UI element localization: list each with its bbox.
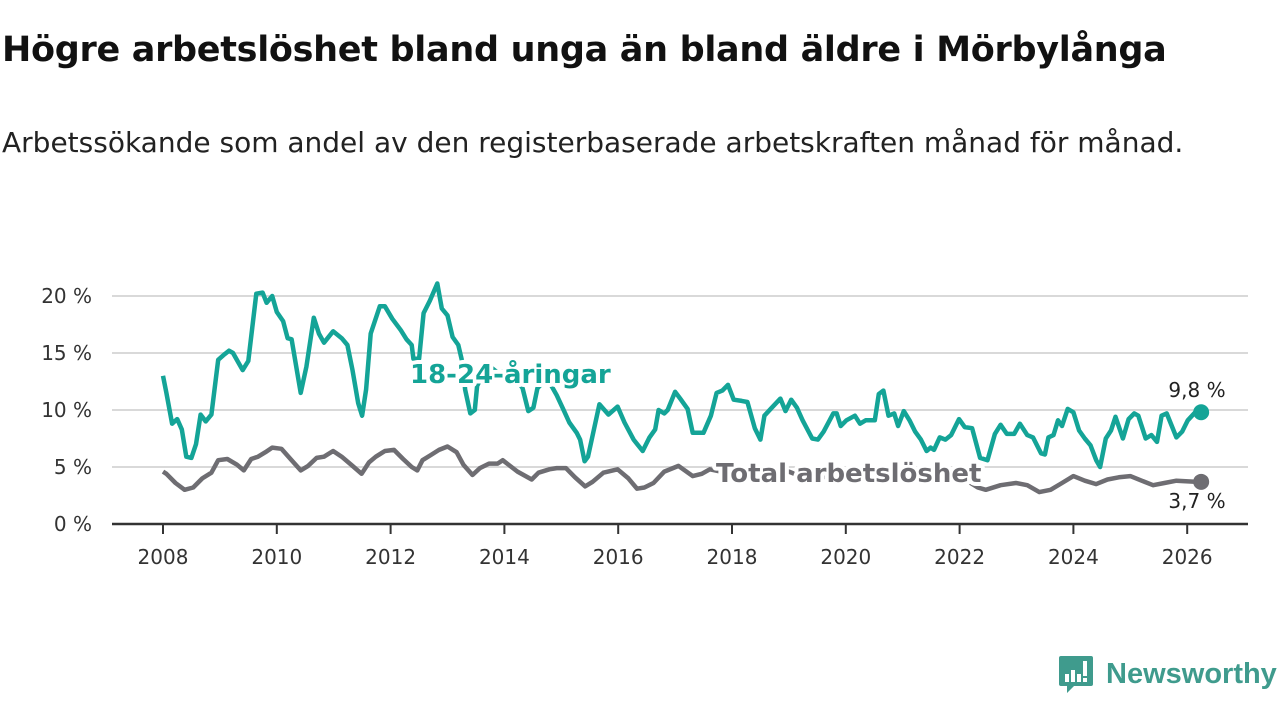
y-tick-label: 0 %	[54, 512, 92, 536]
x-tick-label: 2022	[934, 545, 985, 569]
series	[160, 281, 1210, 495]
end-label-total: 3,7 %	[1168, 489, 1225, 513]
x-tick-label: 2026	[1162, 545, 1213, 569]
x-tick-label: 2016	[593, 545, 644, 569]
x-tick-label: 2024	[1048, 545, 1099, 569]
x-tick-label: 2014	[479, 545, 530, 569]
end-point-youth	[1193, 404, 1210, 421]
chart-title: Högre arbetslöshet bland unga än bland ä…	[2, 30, 1167, 70]
series-label-total: Total arbetslöshet	[716, 459, 981, 489]
x-tick-label: 2018	[707, 545, 758, 569]
end-point-total	[1193, 473, 1210, 490]
end-label-youth: 9,8 %	[1168, 378, 1225, 402]
chart-subtitle: Arbetssökande som andel av den registerb…	[2, 126, 1184, 159]
newsworthy-logo: Newsworthy	[1058, 654, 1277, 694]
x-tick-label: 2020	[820, 545, 871, 569]
newsworthy-logo-icon	[1059, 656, 1093, 693]
x-tick-label: 2010	[251, 545, 302, 569]
x-tick-label: 2008	[138, 545, 189, 569]
y-tick-label: 5 %	[54, 455, 92, 479]
y-tick-label: 10 %	[41, 398, 92, 422]
series-label-youth: 18-24-åringar	[410, 358, 611, 390]
series-line-total	[161, 444, 1196, 495]
x-tick-label: 2012	[365, 545, 416, 569]
brand-name: Newsworthy	[1106, 657, 1277, 690]
series-line-youth	[160, 281, 1197, 470]
y-tick-label: 15 %	[41, 341, 92, 365]
y-axis: 0 % 5 % 10 % 15 % 20 %	[41, 284, 92, 536]
x-axis: 2008 2010 2012 2014 2016 2018 2020 2022 2024 2026	[138, 524, 1213, 569]
y-tick-label: 20 %	[41, 284, 92, 308]
